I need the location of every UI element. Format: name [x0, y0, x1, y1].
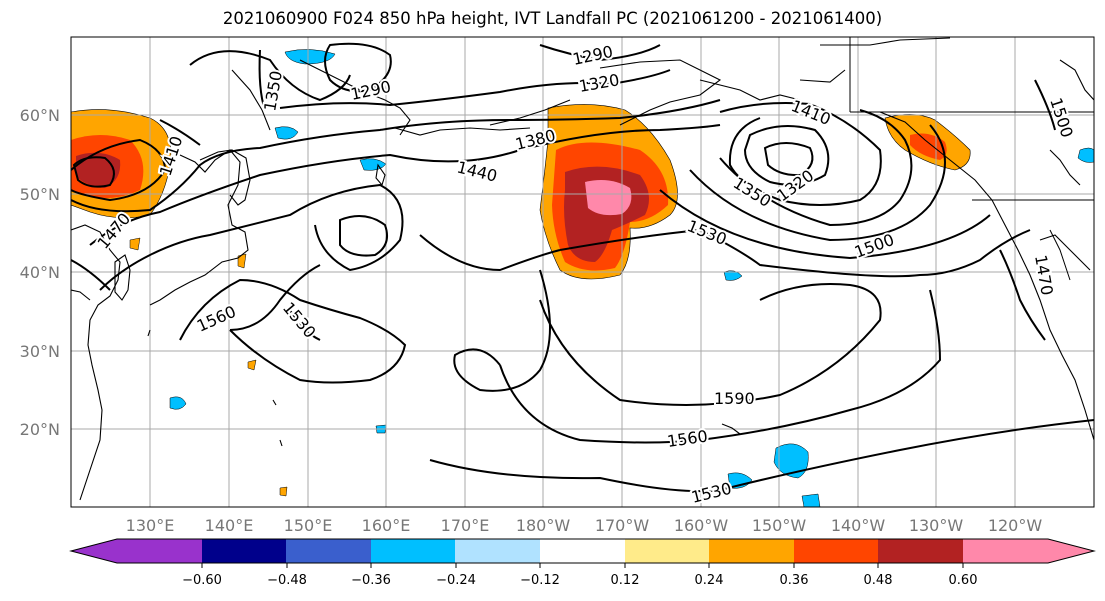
- lat-tick-label: 20°N: [20, 420, 60, 439]
- lat-tick-label: 60°N: [20, 106, 60, 125]
- lon-tick-label: 170°W: [595, 516, 650, 535]
- colorbar-segment: [625, 539, 710, 563]
- lon-tick-label: 130°E: [126, 516, 175, 535]
- borders: [849, 37, 1094, 281]
- colorbar-extend-high: [1048, 539, 1094, 563]
- map-panel: 1290 1290 1320 1350 1380 1410 1410 1440 …: [71, 37, 1094, 507]
- lon-tick-label: 170°E: [441, 516, 490, 535]
- colorbar-outline: [69, 538, 1096, 564]
- colorbar-segment: [202, 539, 287, 563]
- lon-tick-label: 140°E: [205, 516, 254, 535]
- lon-tick-label: 140°W: [831, 516, 886, 535]
- colorbar-segment: [963, 539, 1049, 563]
- colorbar-tick-label: −0.12: [520, 573, 560, 588]
- colorbar-tick-label: 0.12: [611, 573, 640, 588]
- colorbar-segment: [794, 539, 879, 563]
- colorbar: −0.60 −0.48 −0.36 −0.24 −0.12 0.12 0.24 …: [69, 538, 1096, 588]
- lat-tick-label: 40°N: [20, 263, 60, 282]
- latitude-axis: 60°N 50°N 40°N 30°N 20°N: [20, 106, 60, 439]
- lon-tick-label: 180°W: [516, 516, 571, 535]
- colorbar-tick-label: −0.60: [182, 573, 222, 588]
- colorbar-segment: [117, 539, 203, 563]
- colorbar-segment: [878, 539, 964, 563]
- map-title: 2021060900 F024 850 hPa height, IVT Land…: [222, 9, 883, 28]
- colorbar-segment: [455, 539, 541, 563]
- colorbar-tick-label: 0.36: [780, 573, 809, 588]
- contour-label: 1590: [714, 389, 755, 408]
- colorbar-tick-label: 0.24: [695, 573, 724, 588]
- colorbar-segment: [371, 539, 456, 563]
- lon-tick-label: 150°E: [284, 516, 333, 535]
- colorbar-tick-label: 0.48: [864, 573, 893, 588]
- colorbar-extend-low: [71, 539, 117, 563]
- lon-tick-label: 120°W: [988, 516, 1043, 535]
- lon-tick-label: 130°W: [909, 516, 964, 535]
- lon-tick-label: 160°W: [674, 516, 729, 535]
- colorbar-tick-label: 0.60: [949, 573, 978, 588]
- longitude-axis: 130°E 140°E 150°E 160°E 170°E 180°W 170°…: [126, 516, 1043, 535]
- colorbar-tick-label: −0.48: [267, 573, 307, 588]
- map-frame: [70, 36, 1095, 508]
- colorbar-segment: [286, 539, 372, 563]
- lat-tick-label: 50°N: [20, 185, 60, 204]
- lon-tick-label: 160°E: [362, 516, 411, 535]
- colorbar-tick-label: −0.24: [436, 573, 476, 588]
- height-contours: [71, 42, 1094, 493]
- colorbar-segment: [709, 539, 795, 563]
- colorbar-tick-label: −0.36: [351, 573, 391, 588]
- lon-tick-label: 150°W: [752, 516, 807, 535]
- map-gridlines: [71, 37, 1094, 507]
- colorbar-segment: [540, 539, 626, 563]
- lat-tick-label: 30°N: [20, 342, 60, 361]
